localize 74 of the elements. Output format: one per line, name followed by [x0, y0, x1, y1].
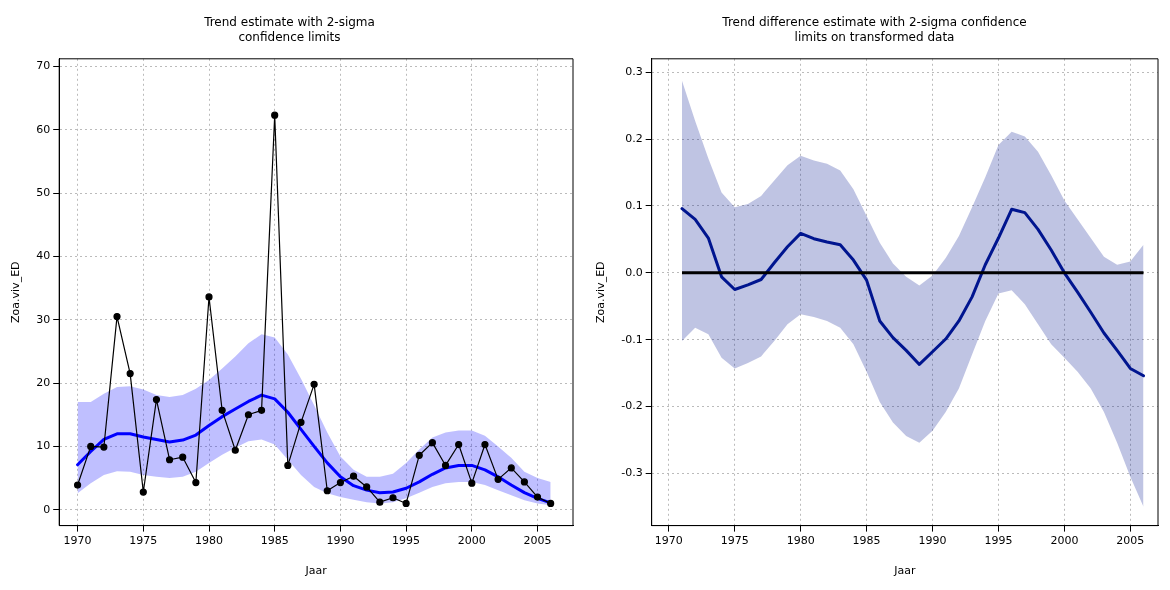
point: [244, 411, 253, 419]
point: [218, 406, 226, 414]
point: [507, 464, 515, 472]
x-tick-label: 1995: [392, 534, 421, 548]
point: [87, 442, 95, 451]
x-tick-label: 1970: [63, 534, 92, 548]
chart-title: Trend estimate with 2-sigma confidence limits: [203, 15, 375, 44]
point: [468, 479, 476, 487]
point: [402, 499, 410, 508]
y-axis-title: Zoa.viv_ED: [9, 261, 23, 323]
point: [323, 487, 331, 495]
y-tick-label: 20: [36, 375, 51, 389]
y-tick-label: 50: [36, 185, 51, 199]
chart-title: Trend difference estimate with 2-sigma confidence limits on transformed data: [721, 15, 1027, 44]
y-tick-label: 70: [36, 59, 51, 73]
x-tick-label: 1975: [129, 534, 158, 548]
x-tick-label: 1980: [195, 534, 223, 548]
point: [441, 461, 450, 470]
x-tick-label: 1990: [326, 534, 355, 548]
y-tick-label: 60: [36, 122, 51, 136]
point: [139, 488, 147, 496]
point: [533, 493, 542, 501]
point: [363, 483, 371, 491]
point: [547, 499, 555, 508]
x-tick-label: 1990: [918, 534, 947, 548]
point: [179, 453, 187, 461]
point: [415, 451, 423, 459]
y-tick-label: 0: [43, 502, 51, 516]
y-tick-label: 0.2: [625, 131, 643, 145]
y-tick-label: 40: [36, 249, 51, 263]
point: [336, 478, 345, 487]
point: [349, 472, 358, 480]
point: [481, 440, 489, 449]
point: [494, 475, 502, 483]
point: [73, 481, 82, 489]
y-tick-label: -0.3: [621, 466, 643, 480]
point: [100, 443, 108, 451]
x-tick-label: 2005: [1116, 534, 1145, 548]
x-tick-label: 1995: [984, 534, 1013, 548]
point: [165, 456, 174, 464]
y-tick-label: 10: [36, 439, 51, 453]
y-tick-label: 0.3: [625, 65, 643, 79]
point: [297, 418, 305, 426]
x-tick-label: 1975: [720, 534, 749, 548]
x-tick-label: 1980: [786, 534, 815, 548]
point: [376, 498, 384, 506]
x-tick-label: 2005: [523, 534, 552, 548]
point: [271, 111, 279, 119]
point: [205, 293, 213, 301]
point: [231, 446, 239, 454]
point: [284, 461, 292, 470]
x-tick-label: 1985: [852, 534, 881, 548]
point: [389, 494, 397, 502]
point: [257, 406, 266, 414]
point: [310, 380, 318, 388]
x-tick-label: 2000: [1050, 534, 1079, 548]
x-tick-label: 2000: [457, 534, 486, 548]
point: [520, 478, 528, 486]
y-tick-label: 30: [36, 312, 51, 326]
x-tick-label: 1970: [654, 534, 683, 548]
point: [113, 312, 121, 321]
point: [152, 395, 161, 404]
y-tick-label: -0.1: [621, 332, 643, 346]
y-tick-label: 0.0: [625, 265, 643, 279]
x-tick-label: 1985: [260, 534, 289, 548]
point: [126, 369, 134, 378]
x-axis-title: Jaar: [893, 564, 916, 578]
y-axis-title: Zoa.viv_ED: [594, 261, 608, 323]
y-tick-label: 0.1: [625, 198, 643, 212]
point: [192, 478, 200, 487]
y-tick-label: -0.2: [621, 399, 643, 413]
point: [455, 440, 463, 449]
x-axis-title: Jaar: [304, 564, 328, 578]
point: [428, 439, 436, 447]
